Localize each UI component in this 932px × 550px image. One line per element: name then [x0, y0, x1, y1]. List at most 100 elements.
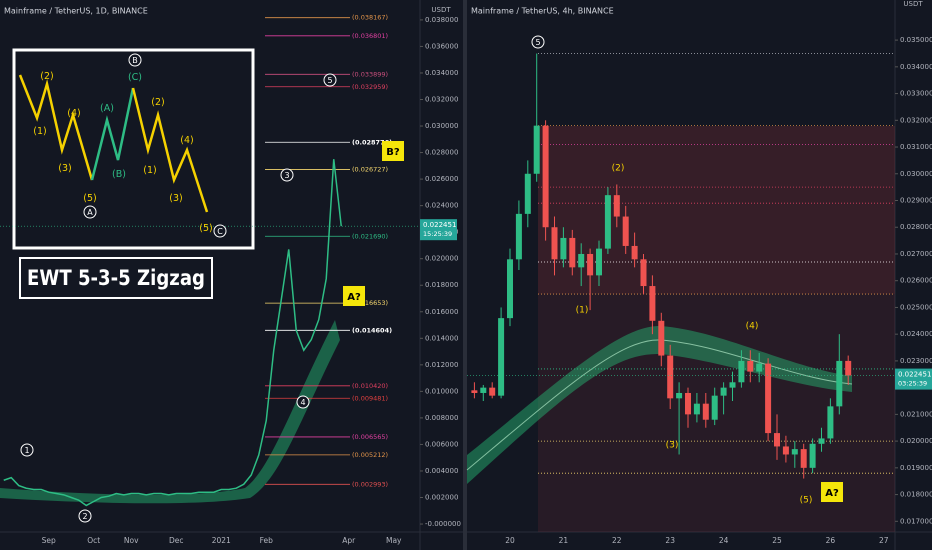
candle-body — [800, 449, 807, 468]
inset-label: (4) — [180, 135, 193, 146]
wave-circle — [531, 35, 545, 49]
x-tick-label: 24 — [719, 536, 729, 545]
y-tick-label: 0.017000 — [900, 517, 932, 525]
inset-title: EWT 5-3-5 Zigzag — [27, 266, 205, 290]
x-tick-label: Nov — [124, 536, 139, 545]
candle-body — [524, 173, 531, 214]
candle-body — [676, 392, 683, 399]
candle-body — [774, 433, 780, 447]
candle-body — [551, 227, 558, 260]
y-tick-label: 0.029000 — [900, 197, 932, 205]
ma-cloud — [467, 325, 852, 484]
y-tick-label: 0.024000 — [425, 202, 458, 210]
y-tick-label: 0.026000 — [900, 277, 932, 285]
level-label: (0.014604) — [352, 326, 392, 334]
wave-label: (1) — [576, 306, 589, 316]
x-tick-label: 20 — [505, 536, 515, 545]
inset-label: (2) — [40, 71, 53, 82]
y-tick-label: 0.028000 — [900, 223, 932, 231]
level-label: (0.005212) — [352, 451, 388, 459]
level-label: (0.021690) — [352, 232, 388, 240]
inset-label: (C) — [128, 72, 142, 83]
candle-body — [498, 318, 505, 396]
y-tick-label: 0.019000 — [900, 464, 932, 472]
wave-label: 5 — [327, 76, 332, 85]
level-label: (0.009481) — [352, 394, 388, 402]
price-tag — [895, 368, 932, 390]
annotation: A? — [347, 292, 361, 303]
wave-label: 5 — [535, 38, 540, 47]
inset-wave — [131, 87, 209, 213]
x-tick-label: 25 — [772, 536, 782, 545]
x-tick-label: Apr — [342, 536, 356, 545]
y-tick-label: 0.030000 — [425, 122, 458, 130]
candle-body — [613, 195, 620, 217]
annotation-box — [343, 286, 365, 306]
price-tag-value: 0.022451 — [423, 221, 456, 229]
candle-body — [818, 438, 825, 444]
y-tick-label: 0.033000 — [900, 90, 932, 98]
y-tick-label: -0.000000 — [425, 520, 461, 528]
annotation: A? — [825, 488, 839, 499]
y-tick-label: 0.032000 — [900, 116, 932, 124]
candle-body — [604, 195, 611, 249]
candle-body — [622, 216, 629, 246]
y-tick-label: 0.010000 — [425, 387, 458, 395]
candle-body — [507, 259, 513, 319]
candle-body — [711, 395, 718, 420]
x-tick-label: 23 — [665, 536, 675, 545]
candle-body — [533, 125, 540, 174]
wave-label: (3) — [666, 441, 679, 451]
inset-wave — [18, 74, 94, 181]
level-label: (0.028776) — [352, 138, 392, 146]
level-label: (0.006565) — [352, 433, 388, 441]
level-label: (0.038167) — [352, 14, 388, 22]
y-tick-label: 0.023000 — [900, 357, 932, 365]
inset-circle — [128, 53, 142, 67]
inset-wave — [90, 87, 135, 181]
wave-circle — [296, 395, 310, 409]
candle-body — [515, 213, 522, 260]
inset-label: (4) — [67, 108, 80, 119]
candle-body — [747, 360, 754, 372]
inset-label: (1) — [143, 165, 156, 176]
y-tick-label: 0.020000 — [425, 255, 458, 263]
candle-body — [836, 360, 843, 407]
candle-body — [809, 443, 816, 468]
inset-label: B — [132, 56, 138, 65]
candle-body — [649, 286, 656, 321]
y-tick-label: 0.018000 — [900, 491, 932, 499]
price-tag-countdown: 03:25:39 — [898, 380, 927, 388]
x-tick-label: Feb — [260, 536, 274, 545]
wave-label: 2 — [82, 512, 87, 521]
candle-body — [596, 248, 602, 276]
inset-label: (2) — [151, 97, 164, 108]
candle-body — [587, 253, 594, 276]
inset-label: (A) — [100, 103, 114, 114]
y-tick-label: 0.034000 — [425, 69, 458, 77]
inset-label: C — [217, 227, 223, 236]
inset-title-box — [19, 257, 213, 299]
candle-body — [693, 403, 700, 415]
level-label: (0.026727) — [352, 165, 388, 173]
candle-body — [845, 360, 852, 376]
panel-divider — [463, 0, 467, 550]
price-line — [3, 159, 342, 507]
y-tick-label: 0.018000 — [425, 281, 458, 289]
y-tick-label: 0.035000 — [900, 36, 932, 44]
x-tick-label: Sep — [42, 536, 56, 545]
candle-body — [631, 245, 638, 260]
y-tick-label: 0.016000 — [425, 308, 458, 316]
candle-body — [756, 363, 763, 372]
inset-label: (5) — [83, 193, 96, 204]
wave-label: 4 — [300, 398, 305, 407]
x-tick-label: Dec — [169, 536, 184, 545]
y-tick-label: 0.028000 — [425, 149, 458, 157]
level-label: (0.002993) — [352, 480, 388, 488]
y-tick-label: 0.006000 — [425, 440, 458, 448]
wave-label: (2) — [612, 164, 625, 174]
inset-label: (B) — [112, 169, 126, 180]
y-tick-label: 0.027000 — [900, 250, 932, 258]
inset-label: (3) — [169, 193, 182, 204]
